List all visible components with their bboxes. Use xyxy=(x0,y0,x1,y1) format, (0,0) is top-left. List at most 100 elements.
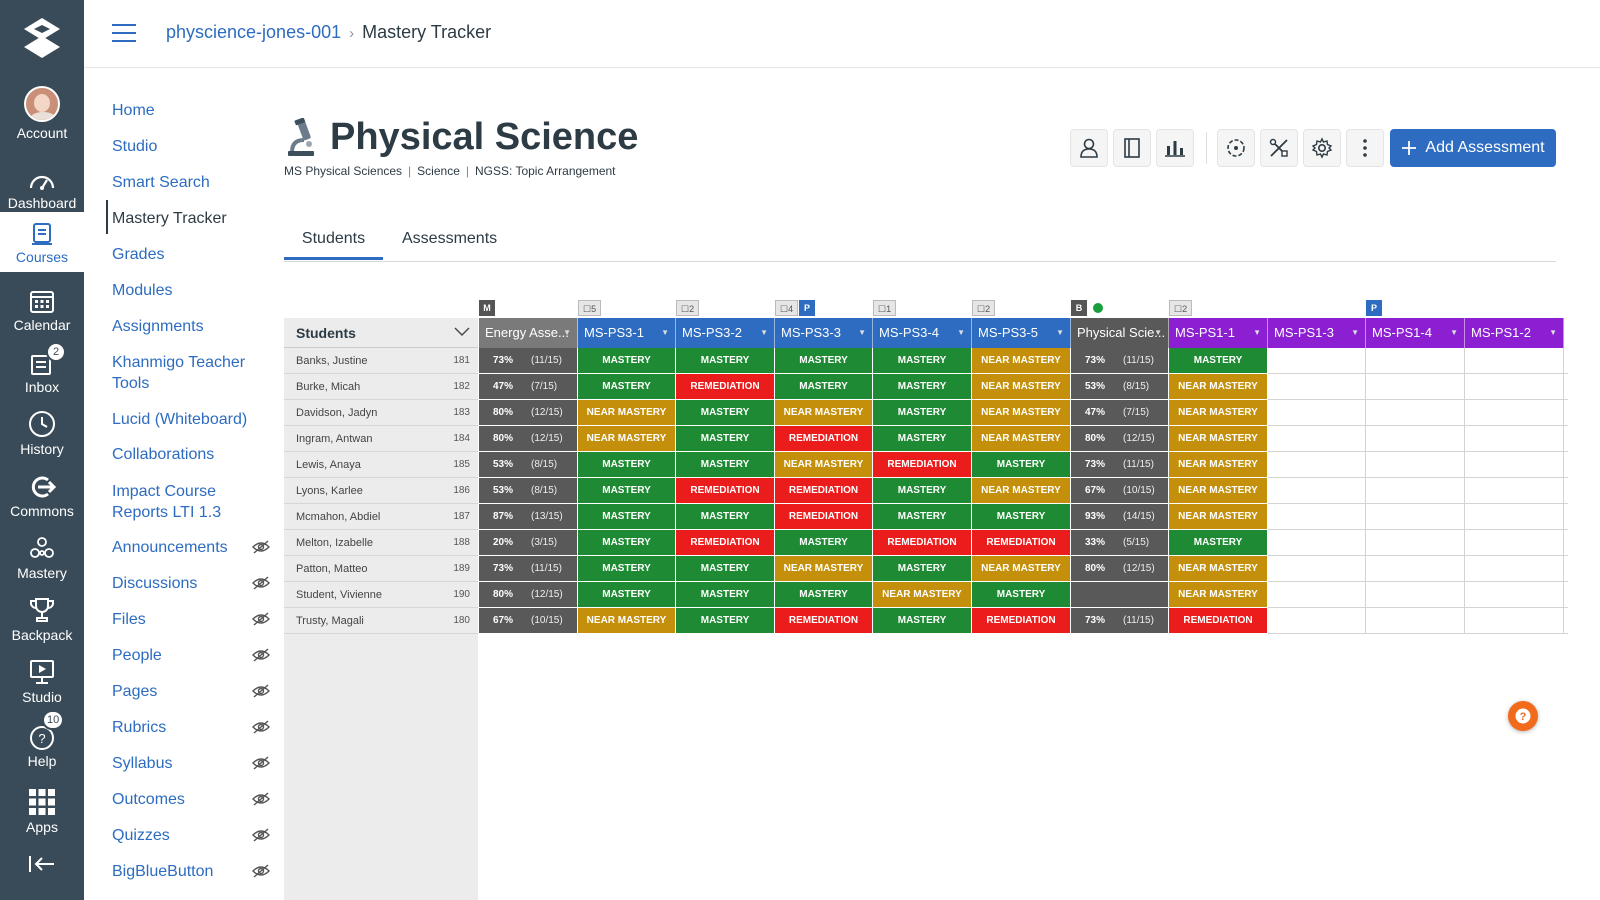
mastery-level-cell[interactable]: REMEDIATION xyxy=(873,452,972,478)
score-cell[interactable]: 80% (12/15) xyxy=(479,582,578,608)
mastery-level-cell[interactable]: MASTERY xyxy=(972,452,1071,478)
empty-cell[interactable] xyxy=(1366,582,1465,608)
mastery-level-cell[interactable]: MASTERY xyxy=(873,478,972,504)
empty-cell[interactable] xyxy=(1366,426,1465,452)
student-view-button[interactable] xyxy=(1070,129,1108,167)
empty-cell[interactable] xyxy=(1564,530,1568,556)
column-header[interactable]: MS-PS3-1 ▼ xyxy=(578,318,676,348)
mastery-level-cell[interactable]: REMEDIATION xyxy=(775,478,873,504)
student-name-cell[interactable]: Banks, Justine 181 xyxy=(284,348,478,374)
empty-cell[interactable] xyxy=(1465,478,1564,504)
empty-cell[interactable] xyxy=(1366,478,1465,504)
mastery-level-cell[interactable]: NEAR MASTERY xyxy=(578,400,676,426)
mastery-level-cell[interactable]: MASTERY xyxy=(578,556,676,582)
nav-commons[interactable]: Commons xyxy=(0,466,84,519)
mastery-level-cell[interactable]: NEAR MASTERY xyxy=(775,452,873,478)
score-cell[interactable]: 73% (11/15) xyxy=(1071,608,1169,634)
column-tag[interactable]: P xyxy=(1366,300,1382,316)
caret-down-icon[interactable]: ▼ xyxy=(760,328,768,337)
mastery-level-cell[interactable]: MASTERY xyxy=(676,608,775,634)
empty-cell[interactable] xyxy=(1268,400,1366,426)
score-cell[interactable]: 67% (10/15) xyxy=(1071,478,1169,504)
mastery-level-cell[interactable]: REMEDIATION xyxy=(676,374,775,400)
mastery-level-cell[interactable]: NEAR MASTERY xyxy=(972,400,1071,426)
empty-cell[interactable] xyxy=(1465,556,1564,582)
score-cell[interactable]: 33% (5/15) xyxy=(1071,530,1169,556)
nav-history[interactable]: History xyxy=(0,404,84,457)
column-tag[interactable]: ☐4 xyxy=(775,300,799,316)
student-name-cell[interactable]: Davidson, Jadyn 183 xyxy=(284,400,478,426)
more-options-button[interactable] xyxy=(1346,129,1384,167)
mastery-level-cell[interactable]: REMEDIATION xyxy=(775,608,873,634)
student-name-cell[interactable]: Melton, Izabelle 188 xyxy=(284,530,478,556)
score-cell[interactable]: 67% (10/15) xyxy=(479,608,578,634)
column-tag[interactable]: ☐1 xyxy=(873,300,897,316)
mastery-level-cell[interactable]: MASTERY xyxy=(676,504,775,530)
course-nav-collaborations[interactable]: Collaborations xyxy=(112,446,215,463)
empty-cell[interactable] xyxy=(1268,608,1366,634)
empty-cell[interactable] xyxy=(1366,504,1465,530)
mastery-level-cell[interactable]: NEAR MASTERY xyxy=(873,582,972,608)
column-tag[interactable]: ☐2 xyxy=(1169,300,1193,316)
mastery-level-cell[interactable]: MASTERY xyxy=(676,556,775,582)
column-tag[interactable]: ☐2 xyxy=(972,300,996,316)
empty-cell[interactable] xyxy=(1564,608,1568,634)
empty-cell[interactable] xyxy=(1465,608,1564,634)
gradebook-button[interactable] xyxy=(1113,129,1151,167)
student-name-cell[interactable]: Lyons, Karlee 186 xyxy=(284,478,478,504)
empty-cell[interactable] xyxy=(1465,452,1564,478)
caret-down-icon[interactable]: ▼ xyxy=(661,328,669,337)
column-header[interactable]: MS-PS3-5 ▼ xyxy=(972,318,1071,348)
student-name-cell[interactable]: Burke, Micah 182 xyxy=(284,374,478,400)
column-header[interactable]: MS-PS3-4 ▼ xyxy=(873,318,972,348)
student-name-cell[interactable]: Lewis, Anaya 185 xyxy=(284,452,478,478)
score-cell[interactable]: 80% (12/15) xyxy=(479,400,578,426)
mastery-level-cell[interactable]: NEAR MASTERY xyxy=(578,426,676,452)
score-cell[interactable]: 53% (8/15) xyxy=(1071,374,1169,400)
students-column-header[interactable]: Students xyxy=(284,318,478,348)
tools-button[interactable] xyxy=(1260,129,1298,167)
empty-cell[interactable] xyxy=(1366,608,1465,634)
caret-down-icon[interactable]: ▼ xyxy=(1056,328,1064,337)
score-cell[interactable]: 93% (14/15) xyxy=(1071,504,1169,530)
column-header[interactable]: MS-PS1-1 ▼ xyxy=(1169,318,1268,348)
mastery-level-cell[interactable]: REMEDIATION xyxy=(972,530,1071,556)
reports-button[interactable] xyxy=(1156,129,1194,167)
empty-cell[interactable] xyxy=(1465,400,1564,426)
breadcrumb-course-link[interactable]: physcience-jones-001 xyxy=(166,22,342,42)
caret-down-icon[interactable]: ▼ xyxy=(563,328,571,337)
mastery-level-cell[interactable]: REMEDIATION xyxy=(775,426,873,452)
mastery-level-cell[interactable]: MASTERY xyxy=(873,608,972,634)
column-header[interactable]: MS-PS3-3 ▼ xyxy=(775,318,873,348)
empty-cell[interactable] xyxy=(1564,348,1568,374)
empty-cell[interactable] xyxy=(1268,348,1366,374)
mastery-level-cell[interactable]: NEAR MASTERY xyxy=(1169,504,1268,530)
empty-cell[interactable] xyxy=(1268,452,1366,478)
score-cell[interactable]: 73% (11/15) xyxy=(1071,452,1169,478)
add-assessment-button[interactable]: Add Assessment xyxy=(1390,129,1556,167)
caret-down-icon[interactable]: ▼ xyxy=(1253,328,1261,337)
course-nav-bigbluebutton[interactable]: BigBlueButton xyxy=(112,861,278,882)
empty-cell[interactable] xyxy=(1564,374,1568,400)
score-cell[interactable]: 73% (11/15) xyxy=(1071,348,1169,374)
course-nav-khanmigo[interactable]: Khanmigo Teacher Tools xyxy=(112,354,246,392)
score-cell[interactable]: 80% (12/15) xyxy=(479,426,578,452)
mastery-level-cell[interactable]: MASTERY xyxy=(578,478,676,504)
course-nav-discussions[interactable]: Discussions xyxy=(112,573,278,594)
mastery-level-cell[interactable]: NEAR MASTERY xyxy=(1169,478,1268,504)
course-nav-modules[interactable]: Modules xyxy=(112,282,173,299)
mastery-level-cell[interactable]: MASTERY xyxy=(1169,530,1268,556)
mastery-level-cell[interactable]: REMEDIATION xyxy=(676,478,775,504)
nav-dashboard[interactable]: Dashboard xyxy=(0,158,84,211)
nav-apps[interactable]: Apps xyxy=(0,782,84,835)
caret-down-icon[interactable]: ▼ xyxy=(858,328,866,337)
mastery-level-cell[interactable]: NEAR MASTERY xyxy=(972,426,1071,452)
mastery-level-cell[interactable]: MASTERY xyxy=(873,556,972,582)
score-cell[interactable]: 87% (13/15) xyxy=(479,504,578,530)
empty-cell[interactable] xyxy=(1564,556,1568,582)
column-tag[interactable]: M xyxy=(479,300,495,316)
mastery-level-cell[interactable]: NEAR MASTERY xyxy=(1169,556,1268,582)
column-tag[interactable]: ☐2 xyxy=(676,300,700,316)
nav-account[interactable]: Account xyxy=(0,86,84,141)
mastery-level-cell[interactable]: MASTERY xyxy=(775,582,873,608)
